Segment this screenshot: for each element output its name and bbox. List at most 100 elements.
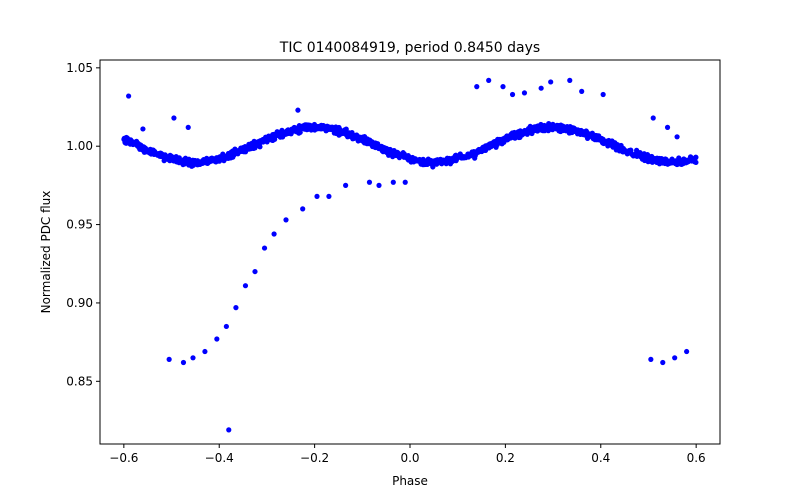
- data-point: [343, 182, 349, 188]
- data-point: [238, 147, 245, 154]
- x-tick-label: −0.6: [109, 451, 138, 465]
- data-point: [190, 158, 197, 164]
- data-point: [412, 158, 418, 164]
- data-point: [251, 138, 257, 144]
- data-point: [653, 158, 660, 165]
- x-tick-label: 0.0: [400, 451, 419, 465]
- data-point: [416, 158, 422, 164]
- x-tick-label: −0.2: [300, 451, 329, 465]
- y-tick-label: 0.95: [66, 218, 93, 232]
- data-point: [519, 129, 525, 135]
- data-point: [230, 148, 236, 154]
- data-point: [204, 155, 210, 161]
- data-point: [570, 127, 576, 133]
- data-point: [364, 136, 371, 142]
- data-point: [470, 150, 476, 156]
- y-tick-label: 1.00: [66, 139, 93, 153]
- data-point: [633, 150, 640, 156]
- data-point: [672, 355, 678, 361]
- data-point: [326, 193, 332, 199]
- data-point: [565, 127, 572, 133]
- data-point: [579, 88, 585, 94]
- data-point: [263, 134, 269, 140]
- data-point: [650, 115, 656, 121]
- data-point: [135, 143, 141, 149]
- data-point: [205, 160, 211, 166]
- data-point: [199, 158, 205, 165]
- x-tick-label: 0.6: [687, 451, 706, 465]
- data-point: [371, 144, 377, 150]
- data-point: [175, 157, 182, 163]
- data-point: [512, 133, 518, 139]
- data-point: [226, 152, 232, 158]
- x-axis-ticks: −0.6 −0.4 −0.2 0.0 0.2 0.4 0.6: [109, 444, 706, 465]
- data-point: [277, 132, 283, 138]
- y-tick-label: 0.85: [66, 374, 93, 388]
- data-point: [465, 151, 471, 157]
- data-point: [664, 124, 671, 130]
- data-point: [675, 158, 681, 164]
- data-point: [171, 115, 177, 121]
- data-point: [190, 355, 196, 361]
- data-point: [166, 356, 172, 362]
- data-point: [166, 154, 172, 161]
- data-point: [269, 137, 275, 143]
- data-point: [618, 146, 624, 152]
- data-point: [486, 77, 492, 83]
- data-point: [546, 123, 553, 130]
- data-point: [300, 206, 306, 212]
- data-point: [644, 155, 650, 161]
- data-point: [420, 156, 426, 162]
- data-point: [529, 130, 535, 137]
- data-point: [314, 193, 320, 199]
- data-point: [242, 283, 249, 289]
- data-point: [376, 182, 382, 188]
- y-axis-ticks: 0.85 0.90 0.95 1.00 1.05: [66, 61, 100, 388]
- data-point: [404, 154, 410, 160]
- data-point: [474, 84, 480, 90]
- data-point: [170, 157, 176, 163]
- data-point: [214, 336, 220, 342]
- data-point: [261, 245, 268, 251]
- data-point: [575, 127, 581, 134]
- data-point: [670, 158, 676, 164]
- data-point: [185, 124, 191, 130]
- x-tick-label: 0.4: [591, 451, 610, 465]
- y-tick-label: 1.05: [66, 61, 93, 75]
- data-point: [660, 359, 666, 366]
- data-point: [285, 128, 292, 134]
- data-point: [220, 153, 226, 160]
- data-point: [433, 161, 439, 167]
- data-point: [185, 158, 191, 164]
- x-tick-label: 0.2: [496, 451, 515, 465]
- data-point: [610, 142, 617, 149]
- data-point: [483, 145, 489, 151]
- data-point: [252, 268, 258, 275]
- x-tick-label: −0.4: [205, 451, 234, 465]
- data-point: [255, 141, 262, 147]
- data-point: [584, 135, 591, 141]
- data-point: [521, 90, 528, 96]
- data-point: [140, 126, 146, 132]
- data-point: [181, 161, 187, 167]
- data-point: [379, 146, 385, 152]
- data-point: [295, 107, 301, 113]
- data-point: [390, 179, 396, 185]
- data-point: [594, 136, 601, 142]
- data-point: [233, 305, 239, 311]
- data-point: [396, 152, 402, 158]
- data-point: [680, 157, 686, 163]
- data-point: [553, 126, 560, 132]
- data-point: [388, 148, 394, 154]
- data-point: [538, 85, 544, 91]
- data-point: [560, 123, 566, 129]
- data-point: [360, 134, 366, 140]
- data-point: [502, 135, 508, 142]
- data-point: [243, 146, 249, 152]
- data-point: [509, 91, 516, 98]
- data-point: [648, 356, 654, 362]
- data-point: [693, 154, 699, 160]
- data-point: [440, 157, 446, 163]
- data-point: [434, 157, 441, 163]
